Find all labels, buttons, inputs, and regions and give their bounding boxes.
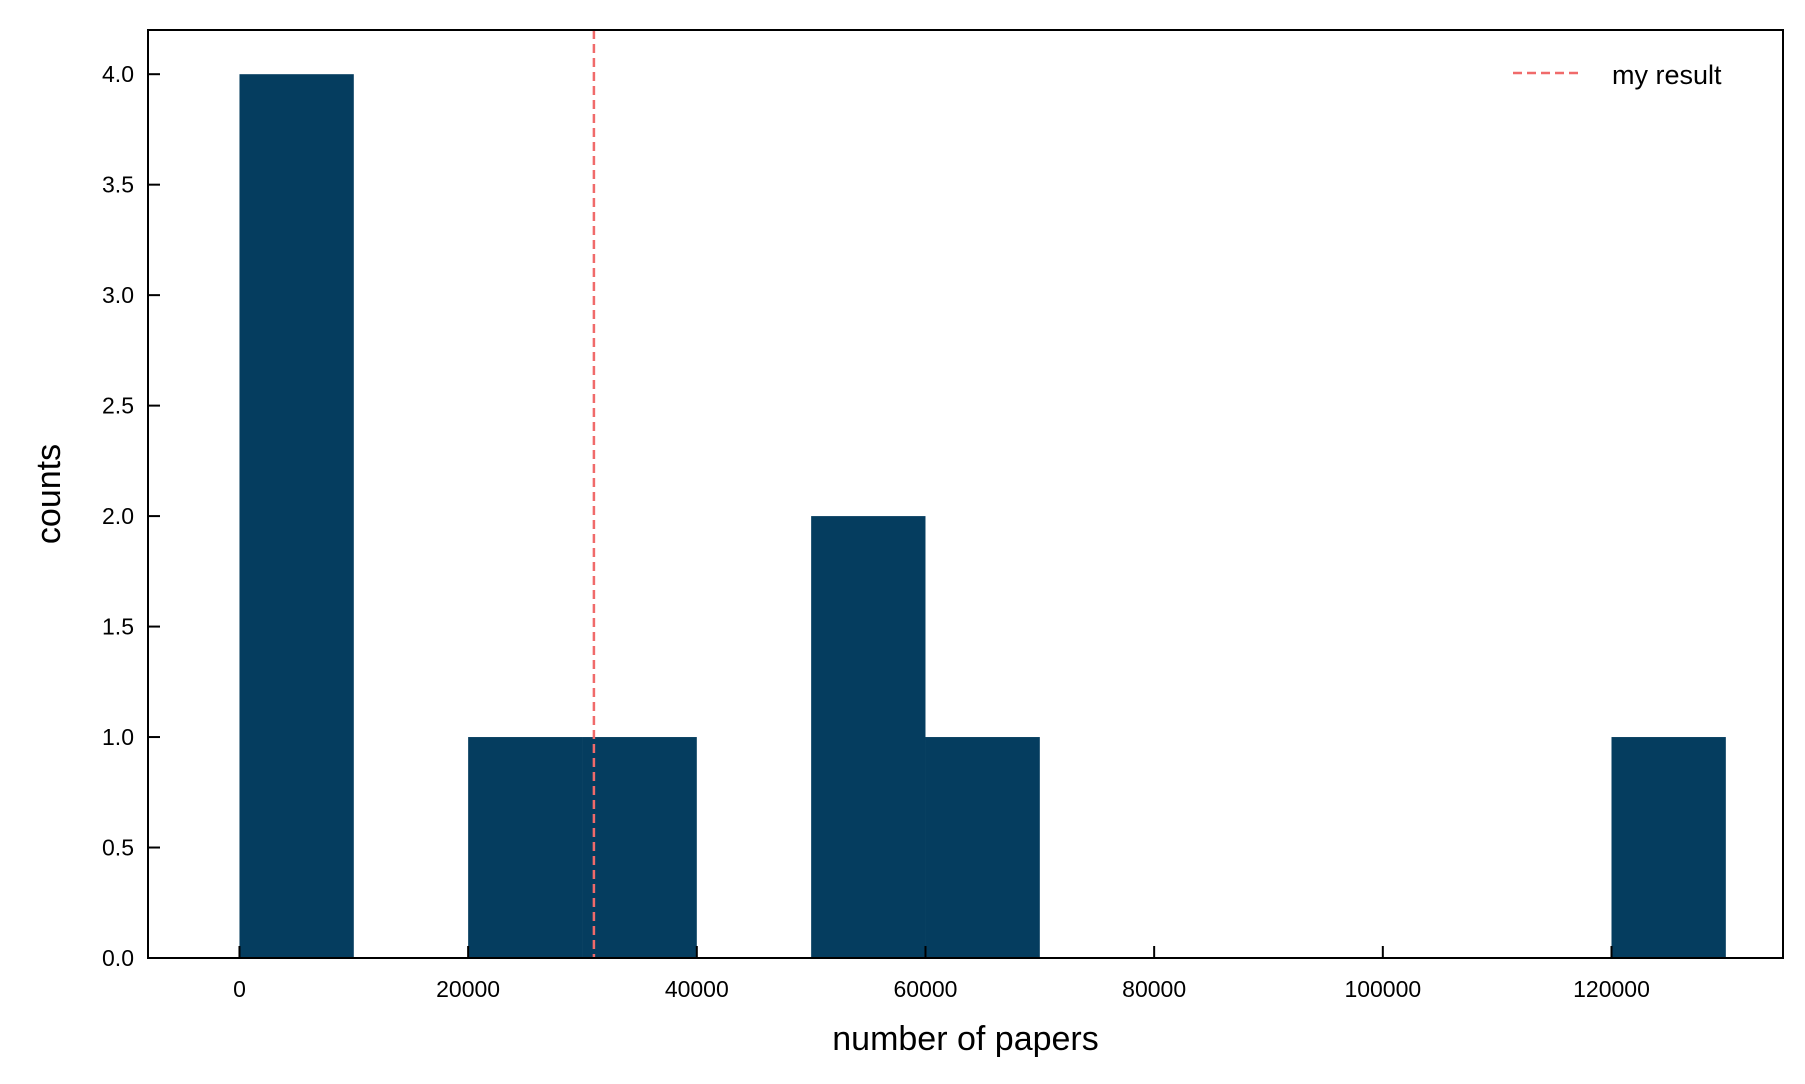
histogram-bar-2 — [468, 737, 583, 958]
y-tick-label-0: 0.0 — [102, 945, 134, 971]
x-tick-label-6: 120000 — [1573, 976, 1650, 1002]
y-tick-label-5: 2.5 — [102, 393, 134, 419]
x-tick-label-2: 40000 — [665, 976, 729, 1002]
histogram-bar-0 — [239, 74, 354, 958]
y-axis-label: counts — [30, 444, 68, 544]
plot-frame — [147, 29, 1784, 959]
legend: my result — [1513, 60, 1722, 90]
x-tick-label-1: 20000 — [436, 976, 500, 1002]
y-tick-label-2: 1.0 — [102, 724, 134, 750]
y-tick-label-1: 0.5 — [102, 835, 134, 861]
y-tick-label-6: 3.0 — [102, 282, 134, 308]
x-axis-label: number of papers — [832, 1020, 1099, 1058]
x-tick-label-3: 60000 — [893, 976, 957, 1002]
histogram-bar-3 — [582, 737, 697, 958]
x-tick-label-0: 0 — [233, 976, 246, 1002]
y-tick-label-7: 3.5 — [102, 172, 134, 198]
legend-label: my result — [1612, 60, 1722, 90]
histogram-bar-5 — [811, 516, 926, 958]
x-tick-label-5: 100000 — [1344, 976, 1421, 1002]
bars-layer — [239, 74, 1726, 958]
y-tick-label-3: 1.5 — [102, 614, 134, 640]
x-tick-label-4: 80000 — [1122, 976, 1186, 1002]
histogram-bar-12 — [1611, 737, 1726, 958]
ticks-layer: 0 20000 40000 60000 80000 100000 120000 0.0 0.5 1… — [102, 61, 1650, 1002]
y-tick-label-8: 4.0 — [102, 61, 134, 87]
y-tick-label-4: 2.0 — [102, 503, 134, 529]
histogram-bar-6 — [925, 737, 1040, 958]
